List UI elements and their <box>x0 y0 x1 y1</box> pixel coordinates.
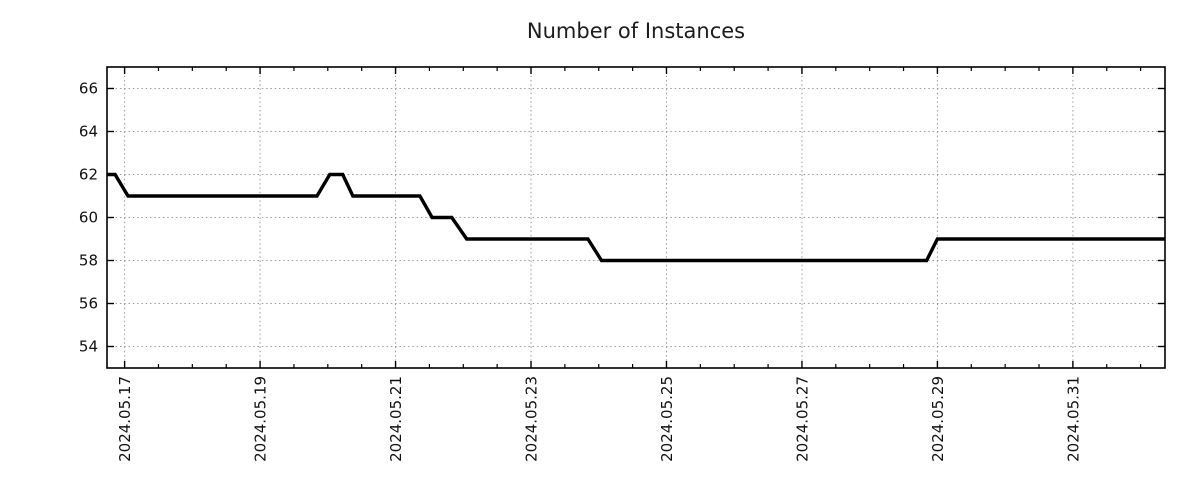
x-tick-label: 2024.05.17 <box>116 376 134 462</box>
y-tick-label: 56 <box>79 295 98 313</box>
chart-title: Number of Instances <box>527 19 745 43</box>
data-line <box>107 172 1165 263</box>
x-tick-label: 2024.05.31 <box>1064 376 1082 462</box>
x-tick-labels: 2024.05.17 2024.05.19 2024.05.21 2024.05.23… <box>116 376 1082 462</box>
gridlines <box>107 67 1165 368</box>
y-tick-label: 58 <box>79 252 98 270</box>
y-tick-label: 60 <box>79 209 98 227</box>
x-tick-label: 2024.05.29 <box>929 376 947 462</box>
x-tick-label: 2024.05.27 <box>793 376 811 462</box>
x-tick-label: 2024.05.19 <box>252 376 270 462</box>
y-tick-label: 54 <box>79 338 98 356</box>
y-tick-label: 66 <box>79 80 98 98</box>
x-tick-label: 2024.05.21 <box>387 376 405 462</box>
x-tick-label: 2024.05.25 <box>658 376 676 462</box>
y-tick-label: 64 <box>79 123 98 141</box>
y-tick-labels: 54 56 58 60 62 64 66 <box>79 80 98 356</box>
plot-border <box>106 66 1166 369</box>
y-tick-label: 62 <box>79 166 98 184</box>
axis-ticks <box>107 67 1165 368</box>
x-tick-label: 2024.05.23 <box>523 376 541 462</box>
